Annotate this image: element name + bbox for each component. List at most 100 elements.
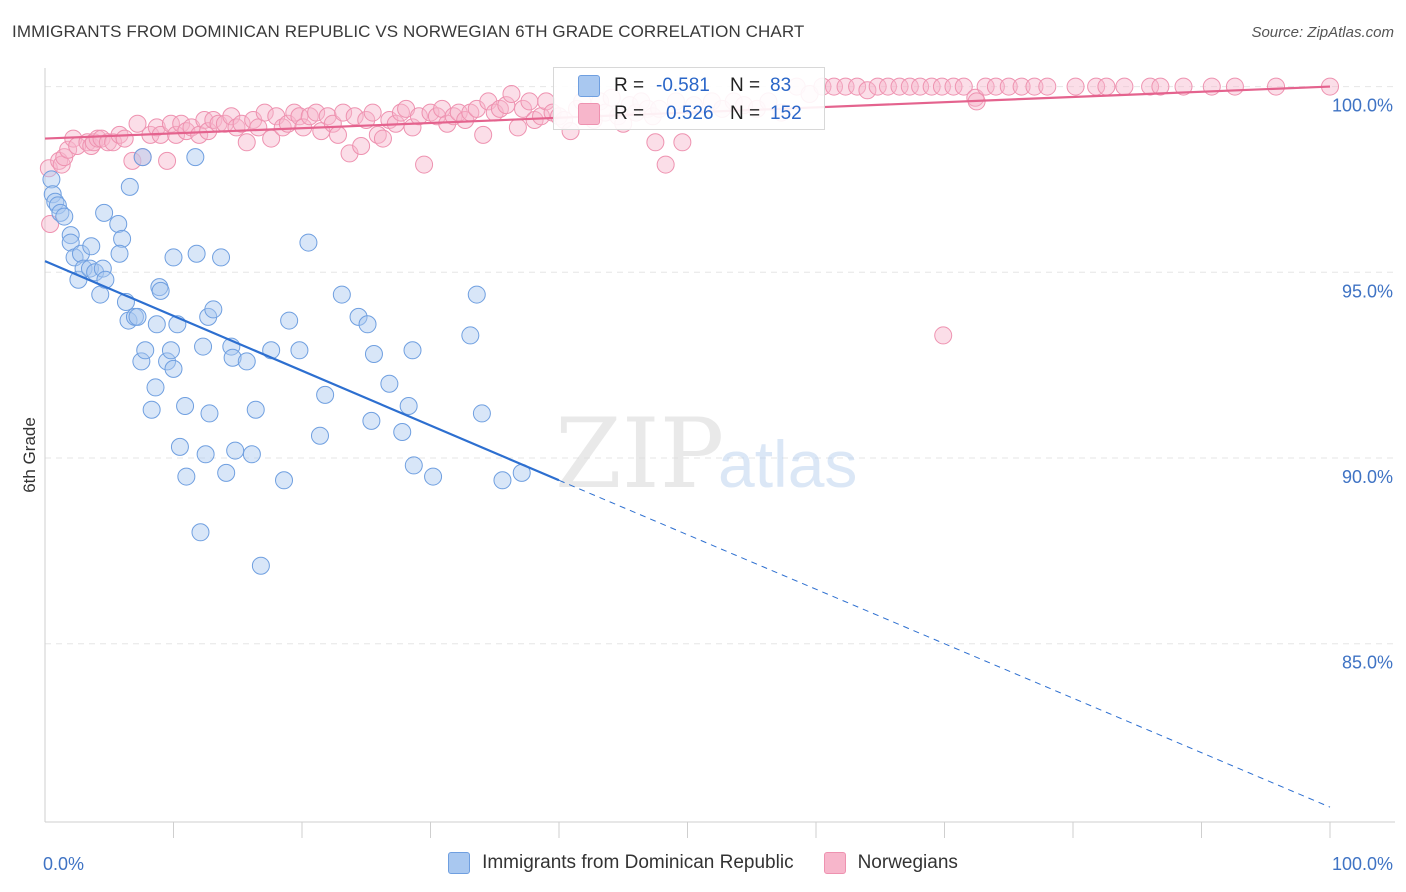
dominican-point [472,404,491,423]
norwegians-point [508,118,527,137]
dominican-point [349,307,368,326]
norwegians-point [944,77,963,96]
norwegians-point [900,77,919,96]
dominican-point [194,337,213,356]
dominican-points [42,148,531,575]
legend-r-label: R = [614,75,645,96]
dominican-point [82,237,101,256]
dominican-point [204,300,223,319]
dominican-point [237,352,256,371]
dominican-point [147,315,166,334]
norwegians-point [352,137,371,155]
y-tick-label: 85.0% [1342,653,1393,673]
dominican-point [226,441,245,460]
norwegians-point [237,133,256,152]
dominican-point [61,233,80,252]
legend-n-value-norwegians: 152 [770,103,802,124]
dominican-point [217,463,236,482]
norwegians-point [858,81,877,100]
axes [44,68,1395,838]
dominican-point [186,148,205,167]
dominican-point [158,352,177,371]
dominican-point [393,423,412,441]
legend-swatch-pink [578,103,600,125]
dominican-point [132,352,151,371]
norwegians-point [232,114,251,133]
dominican-point [113,229,132,248]
dominican-point [161,341,180,360]
watermark-zip: ZIP [555,398,724,510]
dominican-trend-extension [558,479,1331,808]
legend-swatch-blue [448,852,471,874]
dominican-point [93,259,112,278]
series-legend: Immigrants from Dominican Republic Norwe… [0,852,1406,874]
norwegians-point [1225,77,1244,96]
dominican-point [133,148,152,167]
norwegians-point [999,77,1018,96]
norwegians-point [328,125,347,144]
norwegians-point [249,118,268,137]
dominican-point [262,341,281,360]
norwegians-point [848,77,867,96]
legend-label-dominican: Immigrants from Dominican Republic [482,852,794,873]
grid-lines [45,86,1395,645]
norwegians-point [128,114,147,133]
dominican-point [55,207,74,226]
dominican-point [358,315,377,334]
dominican-point [290,341,309,360]
norwegians-point [222,107,241,126]
norwegians-point [497,96,516,115]
tick-labels: 85.0% 90.0% 95.0% 100.0% 0.0% 100.0% [43,96,1393,874]
dominican-point [362,411,381,430]
y-tick-label: 90.0% [1342,467,1393,487]
norwegians-point [115,129,134,148]
dominican-point [43,185,62,204]
dominican-point [251,556,270,575]
dominican-point [170,437,189,456]
dominican-point [177,467,196,486]
norwegians-point [514,99,533,118]
norwegians-point [307,103,326,122]
norwegians-point [334,103,353,122]
dominican-point [146,378,165,397]
dominican-point [151,281,170,300]
dominican-point [61,226,80,245]
dominican-point [110,244,129,263]
dominican-point [316,385,335,404]
norwegians-point [986,77,1005,96]
dominican-point [223,348,242,367]
norwegians-point [88,129,107,148]
legend-r-value-norwegians: 0.526 [666,103,714,124]
dominican-point [467,285,486,304]
norwegians-point [646,133,665,152]
legend-item-norwegians[interactable]: Norwegians [823,852,958,874]
norwegians-point [104,133,123,152]
x-tick-label: 0.0% [43,854,84,874]
dominican-point [242,445,261,464]
norwegians-point [290,107,309,126]
dominican-point [493,471,512,490]
dominican-point [42,170,61,189]
dominican-point [196,445,215,464]
dominican-point [200,404,219,423]
norwegians-point [1115,77,1134,96]
dominican-point [246,400,265,419]
norwegians-point [345,107,364,126]
norwegians-point [373,129,392,148]
dominican-trend-line [44,260,560,482]
norwegians-point [890,77,909,96]
stats-legend: R = -0.581 N = 83 R = 0.526 N = 152 [553,67,825,130]
norwegians-point [922,77,941,96]
norwegians-point [673,133,692,152]
legend-r-value-dominican: -0.581 [656,75,710,96]
norwegians-point [167,125,186,144]
dominican-point [120,177,139,196]
dominican-point [364,345,383,363]
norwegians-point [1141,77,1160,96]
norwegians-point [161,114,180,133]
norwegians-point [1012,77,1031,96]
legend-item-dominican[interactable]: Immigrants from Dominican Republic [448,852,794,874]
dominican-point [176,397,195,415]
dominican-point [95,203,114,222]
